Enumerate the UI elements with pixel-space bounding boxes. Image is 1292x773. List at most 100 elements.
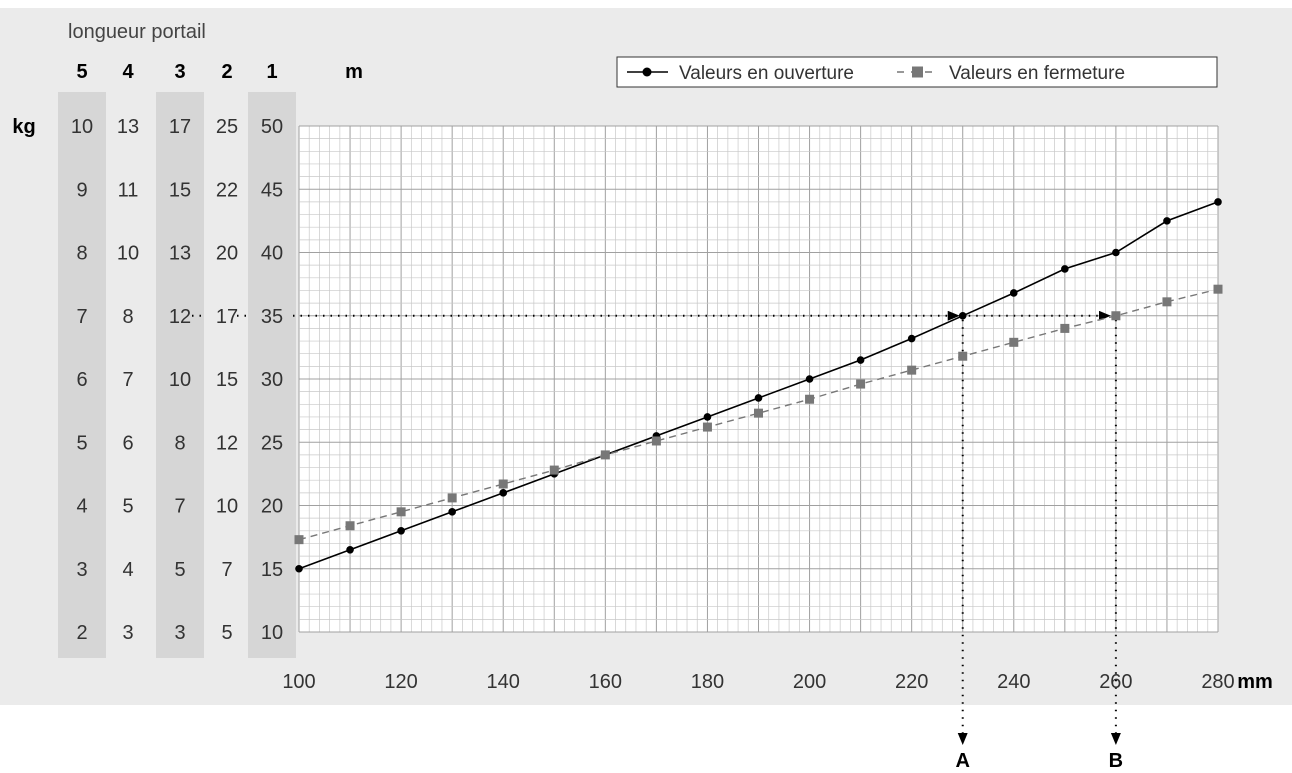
length-unit-label: m (345, 61, 363, 83)
header-label: longueur portail (68, 21, 206, 43)
weight-tick-label: 3 (122, 622, 133, 644)
data-point-fermeture (396, 507, 406, 517)
marker-label-b: B (1109, 750, 1123, 768)
data-point-fermeture (1009, 337, 1019, 347)
weight-tick-label: 7 (174, 496, 185, 518)
legend-label-fermeture: Valeurs en fermeture (949, 63, 1125, 84)
data-point-fermeture (1111, 311, 1121, 321)
data-point-fermeture (498, 479, 508, 489)
weight-tick-label: 35 (261, 306, 283, 328)
x-tick-label: 280 (1201, 671, 1234, 693)
data-point-ouverture (754, 394, 763, 402)
weight-tick-label: 20 (216, 243, 238, 265)
weight-tick-label: 10 (117, 243, 139, 265)
marker-label-a: A (955, 750, 969, 768)
data-point-fermeture (651, 436, 661, 446)
data-point-fermeture (1060, 323, 1070, 333)
x-unit-label: mm (1237, 671, 1273, 693)
legend-label-ouverture: Valeurs en ouverture (679, 63, 854, 84)
data-point-ouverture (1009, 289, 1018, 297)
data-point-ouverture (1061, 265, 1069, 273)
x-tick-label: 180 (691, 671, 724, 693)
weight-tick-label: 8 (76, 243, 87, 265)
data-point-ouverture (703, 413, 712, 421)
weight-tick-label: 5 (122, 496, 133, 518)
data-point-fermeture (549, 465, 559, 475)
weight-tick-label: 17 (169, 116, 191, 138)
data-point-ouverture (907, 334, 916, 343)
weight-tick-label: 15 (169, 179, 191, 201)
data-point-fermeture (600, 450, 610, 460)
data-point-ouverture (448, 508, 456, 516)
weight-tick-label: 3 (174, 622, 185, 644)
weight-tick-label: 45 (261, 179, 283, 201)
weight-tick-label: 4 (122, 559, 133, 581)
weight-tick-label: 20 (261, 496, 283, 518)
length-column-header: 1 (266, 61, 277, 83)
data-point-ouverture (1112, 248, 1120, 257)
x-tick-label: 100 (282, 671, 315, 693)
data-point-ouverture (499, 489, 508, 497)
length-column-shade (58, 92, 106, 658)
data-point-ouverture (1214, 198, 1222, 206)
x-tick-label: 120 (384, 671, 417, 693)
data-point-ouverture (295, 564, 303, 573)
data-point-fermeture (447, 493, 457, 503)
length-column-header: 5 (76, 61, 87, 83)
weight-tick-label: 25 (216, 116, 238, 138)
weight-tick-label: 2 (76, 622, 87, 644)
length-column-header: 4 (122, 61, 134, 83)
data-point-fermeture (907, 365, 917, 375)
weight-tick-label: 4 (76, 496, 87, 518)
data-point-ouverture (397, 527, 405, 535)
weight-tick-label: 22 (216, 179, 238, 201)
weight-tick-label: 40 (261, 243, 283, 265)
data-point-ouverture (1163, 217, 1171, 225)
data-point-fermeture (754, 408, 763, 418)
legend-swatch-marker-fermeture (912, 66, 923, 78)
data-point-fermeture (1162, 297, 1172, 307)
weight-tick-label: 6 (122, 432, 133, 454)
weight-tick-label: 12 (216, 432, 238, 454)
weight-tick-label: 50 (261, 116, 283, 138)
weight-tick-label: 25 (261, 432, 283, 454)
weight-tick-label: 8 (174, 432, 185, 454)
weight-tick-label: 30 (261, 369, 283, 391)
data-point-ouverture (346, 545, 354, 554)
weight-tick-label: 15 (216, 369, 238, 391)
x-tick-label: 260 (1099, 671, 1132, 693)
weight-tick-label: 15 (261, 559, 283, 581)
weight-tick-label: 10 (261, 622, 283, 644)
weight-tick-label: 12 (169, 306, 191, 328)
data-point-fermeture (856, 379, 866, 389)
length-column-header: 2 (221, 61, 232, 83)
data-point-fermeture (805, 394, 815, 404)
legend-swatch-marker-ouverture (642, 67, 652, 77)
length-column-shade (248, 92, 296, 658)
x-tick-label: 140 (487, 671, 520, 693)
weight-tick-label: 13 (117, 116, 139, 138)
weight-tick-label: 7 (122, 369, 133, 391)
length-column-header: 3 (174, 61, 185, 83)
weight-tick-label: 10 (169, 369, 191, 391)
data-point-fermeture (345, 521, 355, 531)
weight-tick-label: 11 (118, 179, 139, 201)
data-point-ouverture (856, 356, 865, 364)
weight-tick-label: 8 (122, 306, 133, 328)
weight-tick-label: 5 (174, 559, 185, 581)
weight-tick-label: 5 (221, 622, 232, 644)
weight-tick-label: 6 (76, 369, 87, 391)
data-point-fermeture (294, 535, 304, 545)
data-point-fermeture (702, 422, 712, 432)
weight-tick-label: 17 (216, 306, 238, 328)
length-column-shade (156, 92, 204, 658)
data-point-ouverture (958, 311, 967, 320)
weight-tick-label: 9 (76, 179, 87, 201)
x-tick-label: 200 (793, 671, 826, 693)
data-point-fermeture (958, 351, 968, 361)
weight-tick-label: 10 (216, 496, 238, 518)
weight-tick-label: 7 (76, 306, 87, 328)
x-tick-label: 220 (895, 671, 928, 693)
